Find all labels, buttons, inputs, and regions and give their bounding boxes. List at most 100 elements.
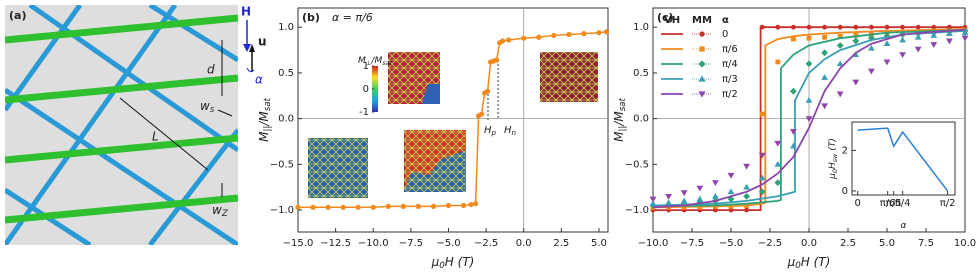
chart-title: α = π/6 xyxy=(332,11,373,24)
plot-frame xyxy=(297,7,609,233)
label-part: ⊥ xyxy=(366,59,372,67)
x-tick-label: 10.0 xyxy=(954,238,976,249)
label-part: w xyxy=(212,203,222,217)
data-point xyxy=(680,190,688,197)
data-point xyxy=(295,204,301,210)
inset-line xyxy=(857,127,949,192)
legend-marker xyxy=(699,46,705,52)
y-tick-label: 0.5 xyxy=(633,68,649,79)
data-point xyxy=(551,32,557,39)
data-point xyxy=(521,35,527,41)
data-point xyxy=(696,195,704,202)
data-point xyxy=(961,35,969,42)
label-part: α xyxy=(901,221,907,231)
colorbar-tick-label: 0 xyxy=(363,84,369,95)
data-point xyxy=(743,192,750,200)
label-part: n xyxy=(512,128,517,137)
vh-line xyxy=(652,30,966,207)
data-point xyxy=(536,34,542,40)
label-part: H xyxy=(828,162,838,169)
label-part: M xyxy=(257,131,271,142)
wz-label: wZ xyxy=(212,203,229,219)
data-point xyxy=(415,203,421,209)
y-tick-label: 0.0 xyxy=(278,114,294,125)
label-part: μ xyxy=(431,255,440,269)
label-part: H xyxy=(484,125,492,136)
legend-label: π/2 xyxy=(722,89,738,100)
data-point xyxy=(821,74,828,80)
h-label: H xyxy=(241,5,251,19)
x-axis-label: μ0H (T) xyxy=(787,255,831,271)
data-point xyxy=(836,91,844,98)
data-point xyxy=(791,24,796,30)
data-point xyxy=(806,35,812,41)
label-part: μ xyxy=(828,173,838,180)
label-part: s xyxy=(210,105,215,115)
data-point xyxy=(774,160,782,167)
data-point xyxy=(596,30,602,36)
y-tick-label: 1.0 xyxy=(633,22,649,33)
x-tick-label: 0.0 xyxy=(516,238,532,249)
data-point xyxy=(680,197,688,204)
data-point xyxy=(852,37,860,45)
data-point xyxy=(900,24,905,30)
x-tick-label: −5.0 xyxy=(719,238,743,249)
data-point xyxy=(822,34,827,40)
x-tick-label: −2.5 xyxy=(758,238,782,249)
data-point xyxy=(805,96,813,103)
data-point xyxy=(790,142,797,149)
data-point xyxy=(744,207,749,213)
x-tick-label: 7.5 xyxy=(918,238,934,249)
data-point xyxy=(355,204,361,210)
label-part: /M xyxy=(612,111,626,127)
x-tick-label: π/2 xyxy=(940,198,956,209)
data-point xyxy=(884,24,890,30)
x-tick-label: −12.5 xyxy=(320,238,351,249)
data-point xyxy=(696,185,704,192)
data-point xyxy=(727,188,735,195)
label-part: H (T) xyxy=(801,255,831,269)
label-part: sw xyxy=(831,153,839,162)
lattice-diagram xyxy=(5,5,255,245)
x-tick-label: 2.5 xyxy=(553,238,569,249)
data-point xyxy=(806,24,812,30)
y-axis-label: M||/Msat xyxy=(257,98,273,142)
data-point xyxy=(883,40,891,47)
data-point xyxy=(430,203,437,209)
data-point xyxy=(649,200,657,207)
colorbar xyxy=(372,66,378,112)
data-point xyxy=(791,36,796,42)
colorbar-label: M⊥/Msat xyxy=(358,56,393,68)
label-part: sat xyxy=(618,98,628,112)
data-point xyxy=(370,204,376,210)
x-tick-label: −10.0 xyxy=(638,238,669,249)
label-part: M xyxy=(358,56,366,66)
data-point xyxy=(790,87,797,95)
y-tick-label: −0.5 xyxy=(270,159,294,170)
data-point xyxy=(743,183,750,190)
h-arrowhead xyxy=(243,44,251,52)
data-point xyxy=(727,172,735,179)
y-tick-label: −1.0 xyxy=(625,205,649,216)
label-part: /M xyxy=(257,111,271,127)
label-part: || xyxy=(618,126,628,132)
x-tick-label: 0.0 xyxy=(801,238,817,249)
data-point xyxy=(930,42,938,48)
data-point xyxy=(566,31,572,38)
x-tick-label: 0 xyxy=(855,198,861,209)
data-point xyxy=(500,38,506,44)
data-point xyxy=(868,44,875,51)
label-part: (T) xyxy=(828,138,838,153)
x-tick-label: −10.0 xyxy=(358,238,389,249)
data-point xyxy=(899,52,906,59)
u-label: u xyxy=(258,35,267,49)
snapshots xyxy=(308,52,598,198)
label-part: sat xyxy=(382,59,392,67)
data-point xyxy=(775,59,781,65)
data-point xyxy=(961,29,969,36)
data-point xyxy=(340,204,346,210)
green-wires xyxy=(5,14,238,224)
d-label: d xyxy=(207,63,215,77)
label-part: H (T) xyxy=(445,255,475,269)
data-point xyxy=(759,111,765,117)
